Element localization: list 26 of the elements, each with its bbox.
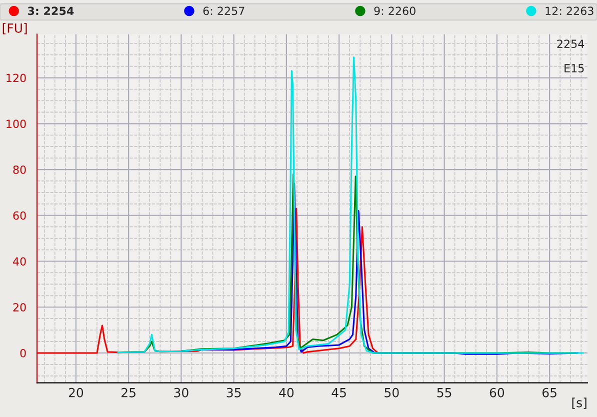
legend-label: 6: 2257	[203, 6, 244, 16]
y-tick-label: 20	[13, 303, 26, 312]
annotation: E15	[564, 64, 584, 72]
x-tick-label: 30	[174, 388, 188, 398]
x-tick-label: 25	[122, 388, 136, 398]
x-tick-label: 60	[490, 388, 504, 398]
x-tick-label: 40	[279, 388, 294, 398]
y-tick-label: 60	[13, 211, 26, 220]
y-axis-title: [FU]	[2, 23, 27, 34]
y-tick-label: 80	[13, 165, 26, 174]
x-tick-label: 50	[384, 388, 399, 398]
x-tick-label: 35	[226, 388, 241, 398]
y-tick-label: 0	[20, 348, 26, 358]
y-tick-label: 120	[6, 74, 26, 82]
legend-label: 3: 2254	[28, 6, 74, 16]
legend-label: 12: 2263	[546, 6, 594, 16]
x-tick-label: 55	[437, 388, 452, 398]
annotation: 2254	[557, 40, 584, 48]
x-tick-label: 45	[332, 388, 346, 398]
x-axis-title: [s]	[572, 398, 586, 409]
y-tick-label: 40	[13, 257, 26, 266]
x-tick-label: 65	[542, 388, 556, 398]
x-tick-label: 20	[68, 388, 84, 398]
line-series	[117, 56, 584, 354]
y-tick-label: 100	[6, 120, 26, 128]
legend-label: 9: 2260	[374, 6, 416, 16]
